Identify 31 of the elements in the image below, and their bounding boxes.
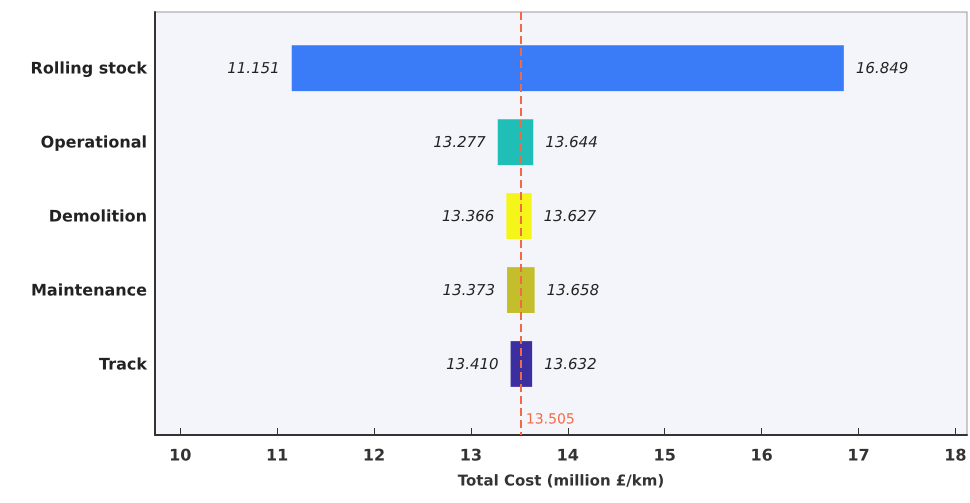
y-tick-label: Track [99,354,148,374]
annotation: 13.410 [446,355,499,374]
x-tick-label: 10 [169,446,192,464]
ref-line-label: 13.505 [526,411,575,428]
annotation: 13.277 [433,133,486,152]
annotation: 13.632 [544,355,597,374]
bar [507,267,535,313]
annotation: 13.627 [544,207,597,226]
x-tick-label: 14 [556,446,579,464]
annotation: 13.373 [442,281,496,300]
x-tick-label: 12 [362,446,386,464]
y-tick-label: Rolling stock [30,58,148,78]
annotation: 13.366 [442,207,494,226]
x-tick-label: 17 [847,446,870,464]
x-tick-label: 18 [944,446,967,464]
y-tick-label: Operational [40,132,147,152]
x-tick-label: 13 [460,446,482,464]
annotation: 13.644 [545,133,598,152]
x-tick-label: 15 [654,446,676,464]
annotation: 13.658 [546,281,600,300]
y-tick-label: Maintenance [30,280,148,300]
y-tick-label: Demolition [48,206,147,226]
annotation: 11.151 [227,59,280,78]
bar [498,119,534,166]
annotation: 16.849 [856,59,908,78]
x-tick-label: 16 [750,446,773,464]
x-axis-title: Total Cost (million £/km) [458,472,664,490]
bar [506,193,532,240]
bar [510,341,532,387]
bar [292,45,844,92]
x-tick-label: 11 [266,446,288,464]
